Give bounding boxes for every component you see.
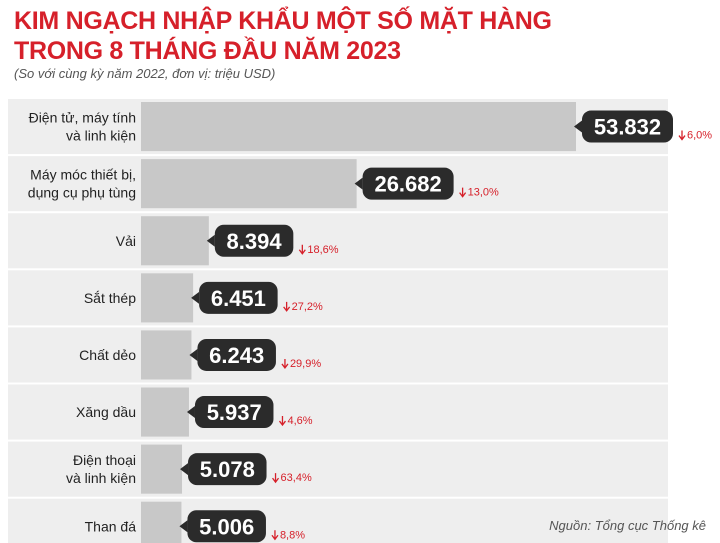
category-label: Điện thoại và linh kiện [66, 452, 136, 486]
value-bubble [199, 281, 278, 314]
value-bubble-pointer [354, 177, 363, 190]
row-background [8, 327, 668, 383]
down-arrow-icon [298, 244, 306, 255]
down-arrow-icon [283, 301, 291, 312]
change-label: 8,8% [280, 529, 305, 541]
bar [141, 387, 189, 437]
category-label: Chất dẻo [79, 347, 136, 363]
value-bubble [362, 167, 454, 200]
category-label-line: Xăng dầu [76, 404, 136, 420]
category-label: Than đá [85, 518, 137, 534]
bar [141, 159, 357, 209]
value-bubble [214, 224, 294, 257]
category-label: Điện tử, máy tính và linh kiện [29, 110, 136, 144]
chart-subtitle: (So với cùng kỳ năm 2022, đơn vị: triệu … [14, 66, 276, 81]
value-bubble [582, 110, 673, 143]
category-label: Sắt thép [84, 290, 136, 306]
change-label: 13,0% [468, 187, 499, 199]
row-background [8, 270, 668, 326]
chart-title-line-2: TRONG 8 THÁNG ĐẦU NĂM 2023 [14, 37, 401, 65]
row-background [8, 498, 668, 543]
bar [141, 330, 192, 380]
value-bubble-pointer [574, 120, 582, 133]
category-label-line: Điện tử, máy tính [29, 110, 136, 126]
value-label: 5.937 [207, 400, 262, 425]
value-bubble-pointer [189, 348, 198, 361]
value-label: 5.006 [199, 514, 254, 539]
down-arrow-icon [459, 187, 467, 198]
change-label: 4,6% [287, 415, 312, 427]
category-label-line: Vải [116, 233, 136, 249]
down-arrow-icon [271, 530, 279, 541]
category-label-line: và linh kiện [66, 470, 136, 486]
source-note: Nguồn: Tổng cục Thống kê [549, 518, 706, 533]
value-bubble-pointer [180, 463, 189, 476]
category-label-line: và linh kiện [66, 128, 136, 144]
value-bubble [187, 510, 266, 543]
category-label-line: Máy móc thiết bị, [30, 167, 136, 183]
chart-title: KIM NGẠCH NHẬP KHẨU MỘT SỐ MẶT HÀNG TRON… [14, 6, 552, 66]
category-label-line: Điện thoại [73, 452, 136, 468]
value-bubble [194, 396, 274, 429]
category-label: Vải [116, 233, 136, 249]
category-label: Máy móc thiết bị, dụng cụ phụ tùng [28, 167, 136, 201]
value-bubble [197, 338, 276, 371]
value-label: 5.078 [200, 457, 255, 482]
change-label: 29,9% [290, 358, 321, 370]
down-arrow-icon [278, 416, 286, 427]
down-arrow-icon [281, 358, 289, 370]
change-label: 27,2% [292, 301, 323, 313]
category-label: Xăng dầu [76, 404, 136, 420]
change-label: 18,6% [307, 244, 338, 256]
category-label-line: dụng cụ phụ tùng [28, 185, 136, 201]
value-label: 6.451 [211, 286, 266, 311]
bar [141, 102, 576, 152]
row-background [8, 213, 668, 269]
bar [141, 501, 182, 543]
bar [141, 216, 209, 266]
category-label-line: Chất dẻo [79, 347, 136, 363]
value-label: 26.682 [374, 172, 441, 197]
value-label: 8.394 [227, 229, 283, 254]
category-label-line: Than đá [85, 518, 137, 534]
bar [141, 444, 183, 494]
value-bubble-pointer [206, 234, 215, 247]
value-bubble-pointer [191, 291, 200, 304]
value-bubble-pointer [186, 406, 195, 419]
category-label-line: Sắt thép [84, 290, 136, 306]
row-background [8, 384, 668, 440]
value-label: 6.243 [209, 343, 264, 368]
value-label: 53.832 [594, 115, 661, 140]
bar [141, 273, 194, 323]
row-background [8, 441, 668, 497]
value-bubble [188, 453, 267, 486]
chart-title-line-1: KIM NGẠCH NHẬP KHẨU MỘT SỐ MẶT HÀNG [14, 7, 552, 35]
down-arrow-icon [678, 130, 686, 141]
down-arrow-icon [272, 473, 280, 484]
value-bubble-pointer [179, 520, 188, 533]
change-label: 6,0% [687, 130, 712, 142]
change-label: 63,4% [281, 472, 312, 484]
